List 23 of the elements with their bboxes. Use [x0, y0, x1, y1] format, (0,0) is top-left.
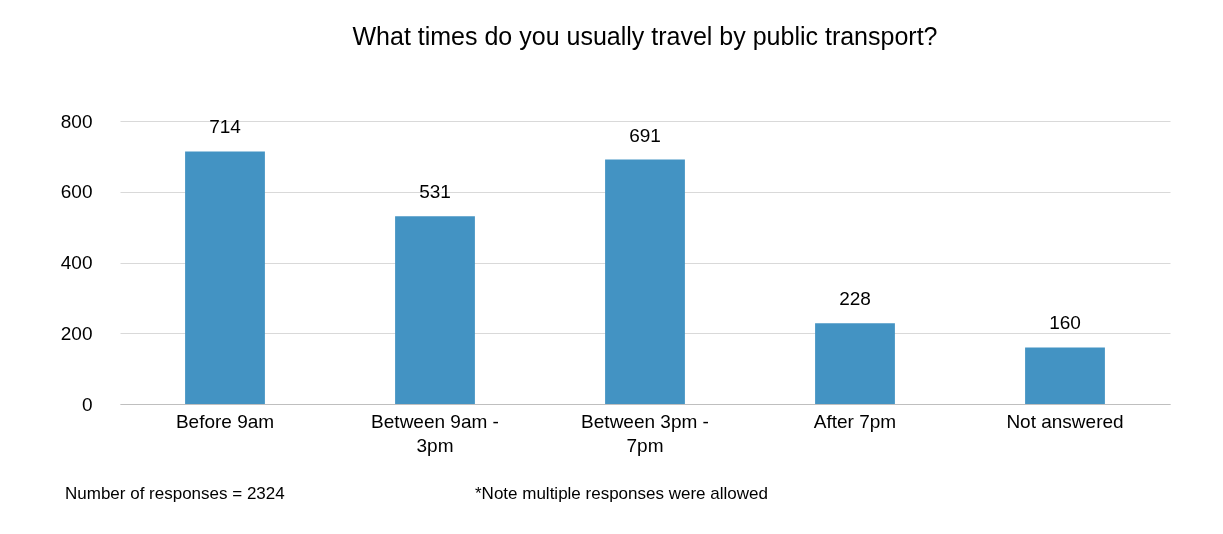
y-tick-label: 400	[60, 252, 93, 273]
bar	[815, 323, 895, 404]
y-tick-label: 600	[60, 181, 93, 203]
bar	[605, 159, 685, 404]
x-tick-label: Between 3pm - 7pm	[581, 410, 709, 456]
data-label: 228	[839, 288, 871, 310]
x-tick-label: Between 9am - 3pm	[371, 410, 499, 456]
bar	[395, 216, 475, 404]
x-tick-label: Before 9am	[175, 410, 275, 432]
chart-title: What times do you usually travel by public transport?	[352, 22, 938, 50]
data-label: 714	[209, 116, 242, 138]
y-tick-label: 200	[60, 322, 93, 344]
y-tick-label: 0	[81, 393, 93, 415]
text: Number of responses = 2324	[65, 484, 285, 503]
x-tick-label: Not answered	[1006, 410, 1124, 432]
bar	[1025, 347, 1105, 404]
data-label: 160	[1049, 312, 1081, 334]
y-tick-label: 800	[60, 110, 93, 132]
data-label: 531	[419, 181, 451, 203]
bar	[185, 151, 265, 404]
data-label: 691	[629, 124, 661, 146]
text: *Note multiple responses were allowed	[475, 484, 768, 503]
x-tick-label: After 7pm	[813, 410, 897, 432]
